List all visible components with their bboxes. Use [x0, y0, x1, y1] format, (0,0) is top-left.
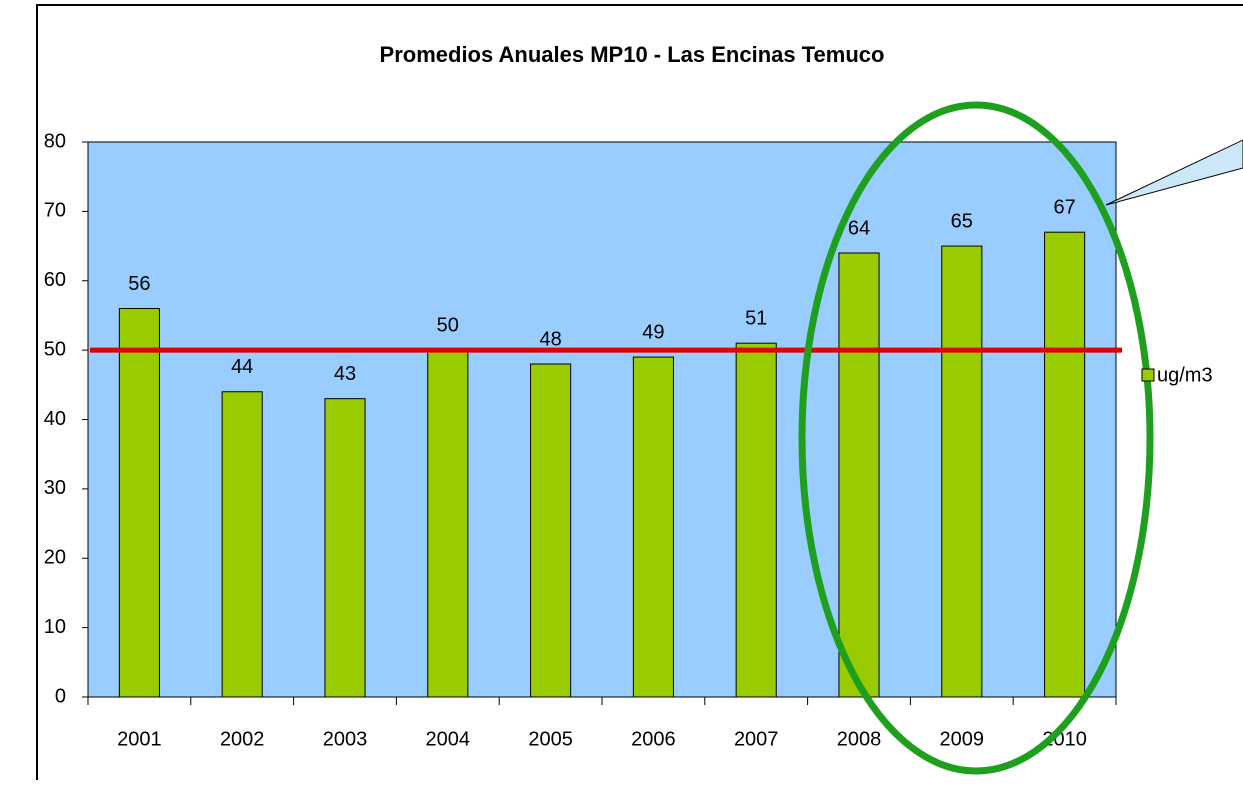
y-tick-label: 40 — [44, 408, 66, 430]
callout — [1105, 139, 1243, 206]
x-tick-label: 2007 — [734, 728, 779, 750]
data-label: 51 — [745, 307, 767, 329]
bar — [427, 349, 469, 698]
data-label: 56 — [128, 273, 150, 295]
bar — [530, 363, 572, 698]
bar — [118, 308, 160, 698]
y-tick-label: 60 — [44, 269, 66, 291]
x-tick-label: 2003 — [323, 728, 368, 750]
x-tick-label: 2006 — [631, 728, 676, 750]
y-tick-label: 20 — [44, 547, 66, 569]
data-label: 65 — [951, 210, 973, 232]
legend-swatch — [1141, 368, 1155, 382]
bar — [941, 245, 983, 698]
bar — [838, 252, 880, 698]
data-label: 50 — [437, 314, 459, 336]
y-tick-label: 70 — [44, 200, 66, 222]
y-tick-label: 80 — [44, 130, 66, 152]
bar — [221, 391, 263, 698]
data-label: 64 — [848, 217, 870, 239]
x-tick-label: 2001 — [117, 728, 162, 750]
highlight-ellipse — [798, 101, 1154, 775]
bar — [1044, 231, 1086, 698]
data-label: 48 — [539, 328, 561, 350]
x-tick-label: 2004 — [426, 728, 471, 750]
data-label: 44 — [231, 356, 253, 378]
x-tick-label: 2002 — [220, 728, 265, 750]
bar — [632, 356, 674, 698]
x-tick-label: 2008 — [837, 728, 882, 750]
x-tick-label: 2005 — [528, 728, 573, 750]
plot: 0 10 20 30 40 50 60 70 80 2001 56 2002 44 2003 43 2004 5… — [44, 130, 1122, 750]
x-tick-label: 2009 — [940, 728, 985, 750]
data-label: 43 — [334, 363, 356, 385]
legend-label: ug/m3 — [1157, 364, 1213, 386]
y-tick-label: 50 — [44, 338, 66, 360]
data-label: 67 — [1053, 196, 1075, 218]
y-tick-label: 10 — [44, 616, 66, 638]
data-label: 49 — [642, 321, 664, 343]
bar — [735, 342, 777, 698]
chart-title: Promedios Anuales MP10 - Las Encinas Tem… — [380, 42, 885, 67]
y-tick-label: 0 — [55, 685, 66, 707]
bar — [324, 398, 366, 698]
y-tick-label: 30 — [44, 477, 66, 499]
